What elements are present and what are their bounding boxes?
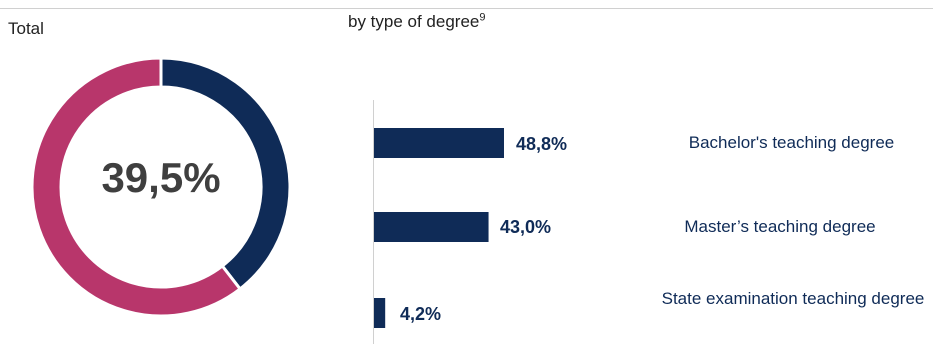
donut-center-value: 39,5% xyxy=(101,154,221,201)
bar-category-label: Master’s teaching degree xyxy=(684,217,876,236)
donut-slice xyxy=(30,56,243,318)
bars xyxy=(374,128,504,328)
bar xyxy=(374,212,489,242)
footnote-marker: 9 xyxy=(479,11,486,24)
bar-value-label: 43,0% xyxy=(500,217,552,237)
donut-slices xyxy=(30,56,292,318)
bar-category-label: Bachelor's teaching degree xyxy=(688,133,895,152)
bar xyxy=(374,128,504,158)
bar xyxy=(374,298,386,328)
top-rule xyxy=(0,8,933,9)
bar-category-label: State examination teaching degree xyxy=(661,289,925,308)
bar-panel-title: by type of degree9 xyxy=(348,12,486,32)
bar-panel-title-text: by type of degree xyxy=(348,12,480,31)
donut-panel-title: Total xyxy=(8,19,44,38)
bar-value-label: 48,8% xyxy=(516,134,568,154)
bar-value-label: 4,2% xyxy=(400,304,442,324)
